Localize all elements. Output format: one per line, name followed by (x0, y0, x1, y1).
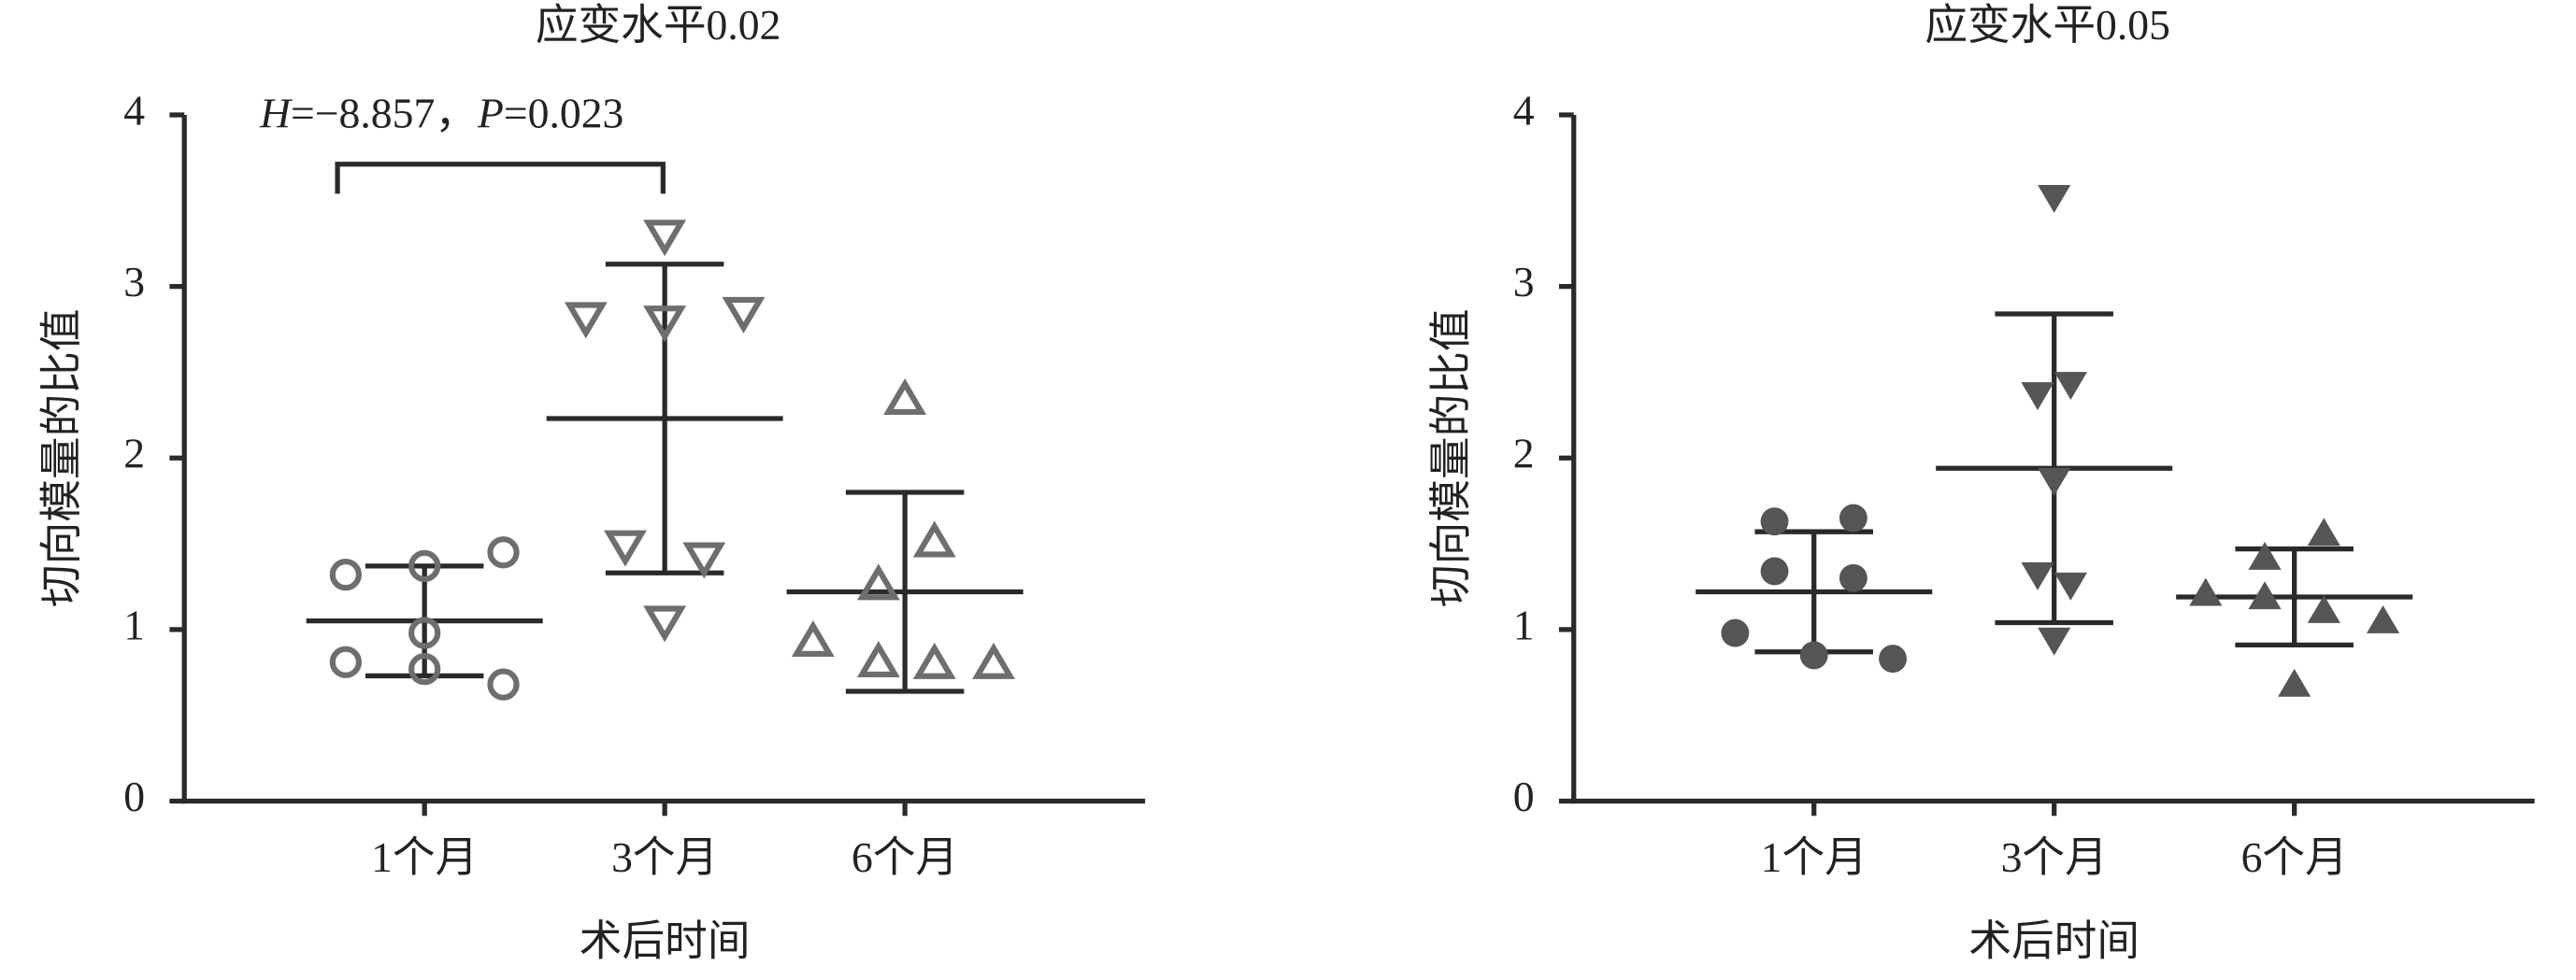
y-tick-label: 0 (123, 773, 145, 820)
data-point (487, 536, 520, 569)
y-tick-label: 4 (1513, 86, 1535, 134)
data-point (1879, 645, 1907, 674)
data-point (2307, 518, 2340, 547)
data-point (1721, 618, 1750, 647)
data-point (2189, 577, 2223, 606)
data-point (2038, 184, 2071, 213)
annotation: H=−8.857，P=0.023 (259, 90, 623, 137)
data-point (682, 542, 726, 579)
data-point (791, 619, 835, 657)
x-axis-label: 术后时间 (580, 917, 751, 965)
chart-title: 应变水平0.02 (536, 1, 781, 49)
data-point (2054, 372, 2087, 400)
y-tick-label: 4 (123, 86, 145, 134)
annotation-part: H (259, 90, 293, 137)
significance-bracket (335, 162, 666, 194)
y-axis-label: 切向模量的比值 (1427, 308, 1475, 607)
y-tick-label: 1 (1513, 601, 1535, 648)
y-tick-label: 0 (1513, 773, 1535, 820)
data-point (564, 302, 608, 339)
data-point (722, 296, 766, 334)
data-point (408, 652, 441, 686)
x-axis-label: 术后时间 (1968, 917, 2140, 965)
x-tick-label: 3个月 (2001, 833, 2108, 881)
data-point (408, 617, 441, 649)
y-tick-label: 2 (1513, 430, 1535, 477)
x-tick-label: 1个月 (1761, 833, 1868, 881)
data-point (2307, 594, 2340, 623)
data-point (643, 605, 687, 643)
annotation-part: =−8.857， (291, 90, 478, 137)
data-point (2038, 467, 2071, 496)
data-point (1760, 507, 1789, 536)
y-axis-label: 切向模量的比值 (37, 308, 85, 607)
x-tick-label: 3个月 (611, 833, 718, 881)
annotation-part: P (477, 90, 504, 137)
data-point (1839, 504, 1868, 533)
data-point (1839, 563, 1868, 592)
data-point (883, 378, 927, 416)
data-point (2038, 627, 2071, 656)
data-point (643, 220, 687, 257)
x-tick-label: 6个月 (852, 833, 958, 881)
data-point (856, 640, 900, 677)
data-point (2021, 382, 2054, 410)
y-tick-label: 2 (123, 430, 145, 477)
x-tick-label: 6个月 (2241, 833, 2348, 881)
y-tick-label: 1 (123, 601, 145, 648)
x-tick-label: 1个月 (371, 833, 478, 881)
data-point (487, 668, 520, 701)
data-point (912, 642, 956, 679)
data-point (1760, 557, 1789, 586)
data-point (2248, 542, 2282, 570)
data-point (2248, 581, 2282, 610)
data-point (912, 520, 956, 558)
data-point (2054, 572, 2087, 601)
data-point (972, 642, 1015, 679)
data-point (2278, 668, 2311, 697)
data-point (1799, 641, 1828, 670)
annotation-part: =0.023 (504, 90, 624, 137)
data-point (856, 563, 900, 601)
data-point (329, 558, 362, 591)
y-tick-label: 3 (1513, 258, 1535, 305)
data-point (643, 305, 687, 343)
data-point (2021, 561, 2054, 590)
y-tick-label: 3 (123, 258, 145, 305)
data-point (329, 646, 362, 678)
data-point (2366, 604, 2400, 633)
chart-title: 应变水平0.05 (1925, 1, 2170, 49)
data-point (604, 530, 647, 567)
data-point (408, 549, 441, 583)
